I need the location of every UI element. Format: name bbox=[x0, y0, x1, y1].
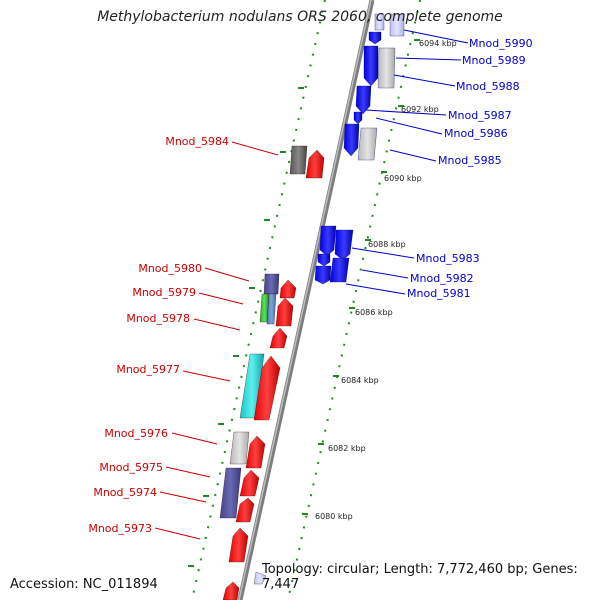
gene-label-mnod-5990[interactable]: Mnod_5990 bbox=[469, 37, 533, 50]
forward-labels: Mnod_5990 Mnod_5989 Mnod_5988 Mnod_5987 … bbox=[407, 37, 533, 300]
gene-mnod-5987[interactable] bbox=[353, 111, 363, 125]
gene-label-mnod-5983[interactable]: Mnod_5983 bbox=[416, 252, 480, 265]
gene-bottom-lav[interactable] bbox=[253, 571, 267, 585]
gene-red-5979[interactable] bbox=[275, 297, 294, 327]
gene-label-mnod-5982[interactable]: Mnod_5982 bbox=[410, 272, 474, 285]
gene-mnod-5976[interactable] bbox=[229, 431, 250, 465]
kbp-label: 6086 kbp bbox=[355, 308, 393, 317]
gene-mnod-5975[interactable] bbox=[219, 467, 242, 519]
gene-label-mnod-5989[interactable]: Mnod_5989 bbox=[462, 54, 526, 67]
gene-red-5976[interactable] bbox=[245, 435, 266, 469]
gene-label-mnod-5975[interactable]: Mnod_5975 bbox=[99, 461, 163, 474]
gene-mnod-5982[interactable] bbox=[317, 253, 331, 267]
gene-steel-5979[interactable] bbox=[266, 293, 277, 325]
ruler-ticks bbox=[302, 39, 420, 515]
kbp-label: 6092 kbp bbox=[401, 105, 439, 114]
reverse-labels: Mnod_5984 Mnod_5980 Mnod_5979 Mnod_5978 … bbox=[88, 135, 229, 535]
gene-mnod-5983b[interactable] bbox=[334, 229, 354, 261]
gene-mnod-5985[interactable] bbox=[357, 127, 378, 161]
gene-mnod-5978[interactable] bbox=[269, 327, 288, 349]
gene-mnod-5974[interactable] bbox=[235, 497, 255, 523]
gene-mnod-5981b[interactable] bbox=[329, 257, 350, 283]
genome-backbone bbox=[237, 0, 375, 601]
reverse-leaders bbox=[154, 141, 279, 540]
gene-label-mnod-5973[interactable]: Mnod_5973 bbox=[88, 522, 152, 535]
forward-leaders bbox=[345, 29, 469, 295]
gene-mnod-5973[interactable] bbox=[228, 527, 249, 563]
accession-text: Accession: NC_011894 bbox=[10, 577, 158, 592]
gene-lavender[interactable] bbox=[374, 13, 385, 31]
gene-mnod-5984-red[interactable] bbox=[305, 149, 325, 179]
gene-mnod-5980[interactable] bbox=[263, 273, 280, 295]
gene-bottom-red[interactable] bbox=[222, 581, 240, 601]
genome-backbone-highlight bbox=[238, 0, 372, 601]
gene-red-5980[interactable] bbox=[279, 279, 297, 299]
gene-label-mnod-5976[interactable]: Mnod_5976 bbox=[104, 427, 168, 440]
kbp-label: 6090 kbp bbox=[384, 174, 422, 183]
gene-label-mnod-5977[interactable]: Mnod_5977 bbox=[116, 363, 180, 376]
kbp-label: 6084 kbp bbox=[341, 376, 379, 385]
kbp-label: 6088 kbp bbox=[368, 240, 406, 249]
gene-label-mnod-5979[interactable]: Mnod_5979 bbox=[132, 286, 196, 299]
gene-label-mnod-5987[interactable]: Mnod_5987 bbox=[448, 109, 512, 122]
kbp-label: 6094 kbp bbox=[419, 39, 457, 48]
gene-red-5975[interactable] bbox=[239, 469, 260, 497]
gene-lavender[interactable] bbox=[389, 13, 405, 37]
gene-mnod-5981[interactable] bbox=[314, 265, 332, 285]
gene-red-5977[interactable] bbox=[253, 355, 281, 421]
gene-mnod-5983[interactable] bbox=[319, 225, 337, 257]
kbp-label: 6080 kbp bbox=[315, 512, 353, 521]
gene-label-mnod-5984[interactable]: Mnod_5984 bbox=[165, 135, 229, 148]
gene-mnod-5984[interactable] bbox=[289, 145, 308, 175]
page-title: Methylobacterium nodulans ORS 2060, comp… bbox=[97, 9, 503, 25]
gene-label-mnod-5988[interactable]: Mnod_5988 bbox=[456, 80, 520, 93]
gene-mnod-5986[interactable] bbox=[343, 123, 360, 157]
gene-label-mnod-5985[interactable]: Mnod_5985 bbox=[438, 154, 502, 167]
kbp-label: 6082 kbp bbox=[328, 444, 366, 453]
left-ticks bbox=[188, 87, 304, 567]
topology-text: Topology: circular; Length: 7,772,460 bp… bbox=[262, 562, 578, 592]
gene-gray[interactable] bbox=[377, 47, 396, 89]
gene-mnod-5989[interactable] bbox=[363, 45, 379, 87]
gene-label-mnod-5980[interactable]: Mnod_5980 bbox=[138, 262, 202, 275]
gene-label-mnod-5981[interactable]: Mnod_5981 bbox=[407, 287, 471, 300]
gene-label-mnod-5974[interactable]: Mnod_5974 bbox=[93, 486, 157, 499]
gene-label-mnod-5978[interactable]: Mnod_5978 bbox=[126, 312, 190, 325]
forward-strand-genes bbox=[314, 13, 405, 285]
reverse-strand-genes bbox=[219, 145, 325, 601]
gene-mnod-5990[interactable] bbox=[368, 31, 382, 45]
gene-label-mnod-5986[interactable]: Mnod_5986 bbox=[444, 127, 508, 140]
